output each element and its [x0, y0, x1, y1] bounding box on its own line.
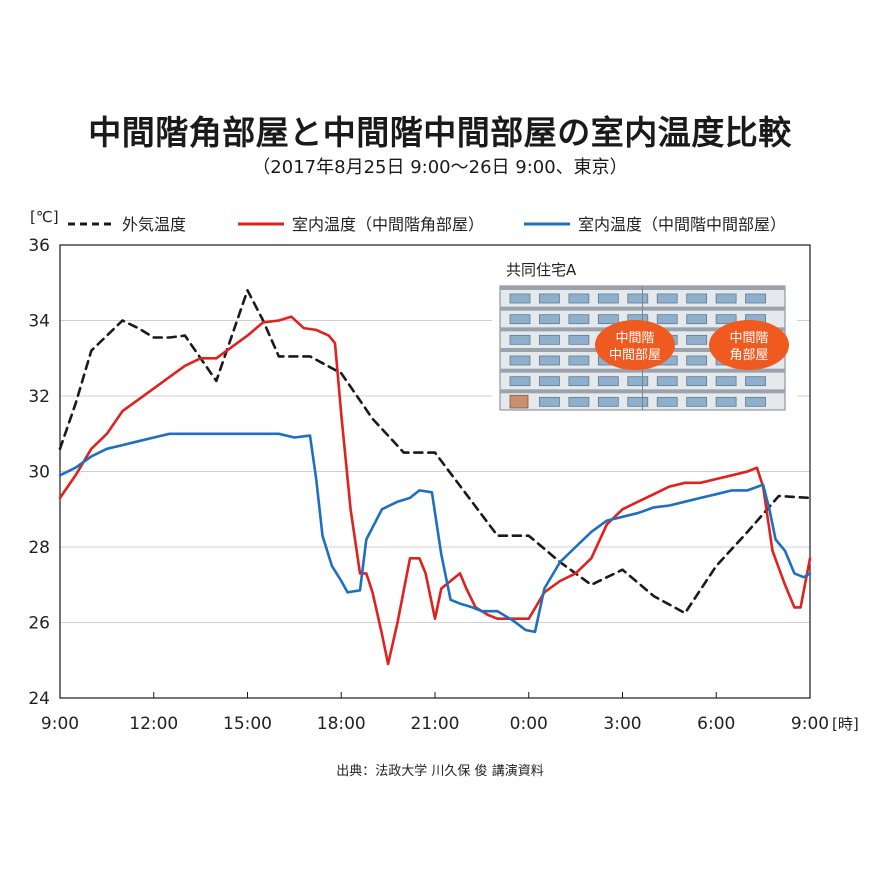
window	[686, 396, 708, 407]
x-tick-label: 9:00	[791, 714, 829, 734]
window	[509, 376, 531, 387]
legend: 外気温度 室内温度（中間階角部屋） 室内温度（中間階中間部屋）	[68, 215, 786, 234]
window	[745, 376, 766, 387]
middle-room-badge-text: 中間階	[615, 331, 654, 346]
window	[597, 293, 619, 304]
middle-room-badge-text: 中間部屋	[609, 348, 661, 363]
window	[686, 314, 708, 325]
series-line-0	[58, 289, 812, 615]
legend-label: 外気温度	[122, 215, 186, 234]
window	[686, 355, 708, 366]
x-tick-label: 18:00	[317, 714, 366, 734]
corner-room-badge-text: 中間階	[729, 331, 768, 346]
corner-room-badge-text: 角部屋	[729, 348, 768, 363]
series-line-2	[58, 432, 812, 634]
y-unit-label: [℃]	[30, 208, 59, 226]
window	[568, 293, 590, 304]
x-tick-label: 6:00	[697, 714, 735, 734]
chart-subtitle: （2017年8月25日 9:00〜26日 9:00、東京）	[252, 157, 628, 178]
x-tick-label: 3:00	[603, 714, 641, 734]
window	[627, 396, 649, 407]
legend-label: 室内温度（中間階中間部屋）	[578, 215, 786, 234]
window	[509, 314, 531, 325]
window	[745, 396, 766, 407]
window	[509, 293, 531, 304]
window	[568, 355, 590, 366]
window	[686, 376, 708, 387]
y-tick-label: 36	[28, 236, 50, 256]
window	[568, 314, 590, 325]
x-unit-label: [時]	[832, 715, 859, 733]
window	[509, 334, 531, 345]
y-tick-label: 32	[28, 387, 50, 407]
building-inset: 共同住宅A 中間階中間部屋 中間階角部屋	[492, 256, 797, 420]
window	[656, 376, 678, 387]
y-tick-label: 24	[28, 689, 50, 709]
window	[627, 293, 649, 304]
source-note: 出典：法政大学 川久保 俊 講演資料	[336, 764, 544, 779]
window	[686, 293, 708, 304]
window	[715, 314, 737, 325]
window	[715, 396, 737, 407]
inset-label: 共同住宅A	[506, 261, 577, 279]
window	[568, 396, 590, 407]
window	[686, 334, 708, 345]
window	[597, 396, 619, 407]
window	[539, 334, 560, 345]
window	[539, 293, 560, 304]
y-tick-label: 34	[28, 312, 50, 332]
window	[509, 355, 531, 366]
window	[568, 334, 590, 345]
x-tick-label: 12:00	[129, 714, 178, 734]
legend-label: 室内温度（中間階角部屋）	[292, 215, 484, 234]
window	[656, 314, 678, 325]
window	[715, 293, 737, 304]
window	[597, 314, 619, 325]
window	[539, 376, 560, 387]
window	[745, 293, 766, 304]
axis-layer: 24 26 28 30 32 34 36 9:00 12:00 15:00 18:00 21:00 0:…	[28, 208, 858, 734]
y-tick-label: 30	[28, 463, 50, 483]
x-tick-label: 9:00	[41, 714, 79, 734]
window	[597, 376, 619, 387]
y-tick-label: 28	[28, 538, 50, 558]
x-tick-label: 0:00	[510, 714, 548, 734]
x-tick-label: 15:00	[223, 714, 272, 734]
chart-title: 中間階角部屋と中間階中間部屋の室内温度比較	[88, 113, 792, 152]
window	[656, 396, 678, 407]
window	[715, 376, 737, 387]
corner-room-badge	[709, 320, 789, 370]
window	[539, 396, 560, 407]
x-tick-label: 21:00	[411, 714, 460, 734]
window	[656, 293, 678, 304]
y-tick-label: 26	[28, 614, 50, 634]
window	[627, 376, 649, 387]
series-layer	[58, 289, 812, 666]
window	[539, 314, 560, 325]
window	[568, 376, 590, 387]
series-line-1	[58, 315, 812, 666]
middle-room-badge	[595, 320, 675, 370]
entrance-door	[509, 394, 529, 409]
window	[539, 355, 560, 366]
